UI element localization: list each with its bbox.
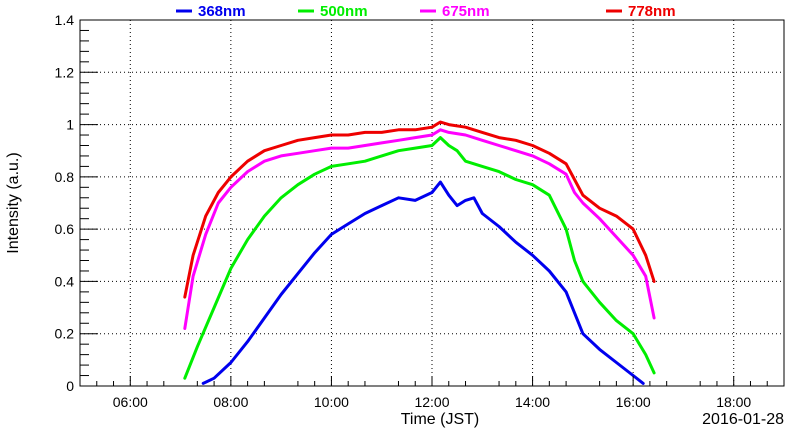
y-tick-label: 0 [66, 378, 74, 394]
series-line-368nm [201, 180, 645, 385]
series-line-500nm [183, 136, 656, 380]
x-tick-label: 08:00 [213, 394, 248, 410]
x-tick-label: 06:00 [113, 394, 148, 410]
legend-label-368nm: 368nm [198, 3, 246, 20]
legend-label-500nm: 500nm [320, 3, 368, 20]
legend-label-778nm: 778nm [628, 3, 676, 20]
legend-label-675nm: 675nm [442, 3, 490, 20]
y-tick-label: 1 [66, 117, 74, 133]
series-line-778nm [183, 120, 656, 299]
x-tick-label: 18:00 [716, 394, 751, 410]
grid-layer [80, 20, 784, 386]
y-tick-label: 0.6 [55, 221, 75, 237]
y-tick-label: 0.8 [55, 169, 75, 185]
date-label: 2016-01-28 [702, 411, 784, 428]
x-tick-label: 10:00 [314, 394, 349, 410]
x-tick-label: 16:00 [616, 394, 651, 410]
legend: 368nm 500nm 675nm 778nm [176, 3, 676, 20]
y-tick-label: 0.2 [55, 326, 75, 342]
plot-frame [79, 19, 785, 387]
series-line-675nm [183, 128, 656, 330]
x-tick-label: 14:00 [515, 394, 550, 410]
y-axis-label: Intensity (a.u.) [5, 152, 22, 253]
y-tick-label: 1.4 [55, 12, 75, 28]
x-axis-label: Time (JST) [401, 411, 480, 428]
y-tick-label: 0.4 [55, 273, 75, 289]
series-layer [183, 120, 656, 385]
tick-layer: 06:00 08:00 10:00 12:00 14:00 16:00 18:00 0 0.2 0… [55, 12, 768, 410]
x-tick-label: 12:00 [414, 394, 449, 410]
y-tick-label: 1.2 [55, 64, 75, 80]
